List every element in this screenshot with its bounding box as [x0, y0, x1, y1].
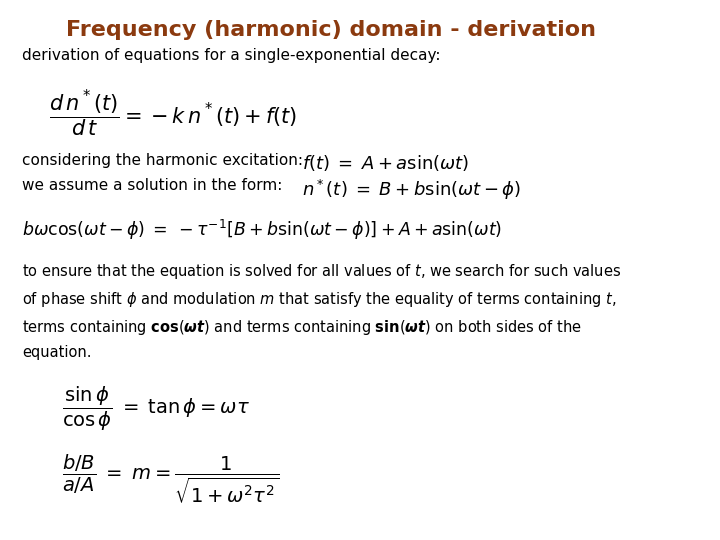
Text: considering the harmonic excitation:: considering the harmonic excitation:: [22, 153, 303, 168]
Text: equation.: equation.: [22, 346, 92, 360]
Text: $\dfrac{\sin\phi}{\cos\phi} \;=\; \tan\phi = \omega\tau$: $\dfrac{\sin\phi}{\cos\phi} \;=\; \tan\p…: [62, 385, 250, 433]
Text: $\dfrac{d\,n^*(t)}{d\,t} = -k\,n^*(t) + f(t)$: $\dfrac{d\,n^*(t)}{d\,t} = -k\,n^*(t) + …: [49, 88, 297, 139]
Text: $n^*(t) \;=\; B + b\sin(\omega t - \phi)$: $n^*(t) \;=\; B + b\sin(\omega t - \phi)…: [302, 178, 521, 201]
Text: $\dfrac{b/B}{a/A} \;=\; m = \dfrac{1}{\sqrt{1 + \omega^2\tau^2}}$: $\dfrac{b/B}{a/A} \;=\; m = \dfrac{1}{\s…: [62, 452, 279, 504]
Text: $b\omega\cos(\omega t - \phi) \;=\; -\tau^{-1}[B + b\sin(\omega t - \phi)] + A +: $b\omega\cos(\omega t - \phi) \;=\; -\ta…: [22, 218, 503, 242]
Text: of phase shift $\phi$ and modulation $m$ that satisfy the equality of terms cont: of phase shift $\phi$ and modulation $m$…: [22, 290, 617, 309]
Text: we assume a solution in the form:: we assume a solution in the form:: [22, 178, 283, 193]
Text: to ensure that the equation is solved for all values of $t$, we search for such : to ensure that the equation is solved fo…: [22, 262, 621, 281]
Text: Frequency (harmonic) domain - derivation: Frequency (harmonic) domain - derivation: [66, 21, 596, 40]
Text: $f(t) \;=\; A + a\sin(\omega t)$: $f(t) \;=\; A + a\sin(\omega t)$: [302, 153, 469, 173]
Text: derivation of equations for a single-exponential decay:: derivation of equations for a single-exp…: [22, 48, 441, 63]
Text: terms containing $\mathbf{cos}(\boldsymbol{\omega}\boldsymbol{t})$ and terms con: terms containing $\mathbf{cos}(\boldsymb…: [22, 318, 582, 336]
